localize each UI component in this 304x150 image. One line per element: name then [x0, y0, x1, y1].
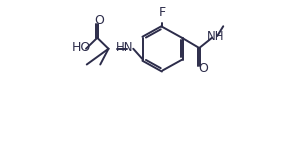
Text: O: O	[198, 63, 208, 75]
Text: NH: NH	[207, 30, 224, 43]
Text: O: O	[94, 14, 104, 27]
Text: F: F	[159, 6, 166, 18]
Text: HO: HO	[72, 42, 92, 54]
Text: HN: HN	[116, 41, 134, 54]
